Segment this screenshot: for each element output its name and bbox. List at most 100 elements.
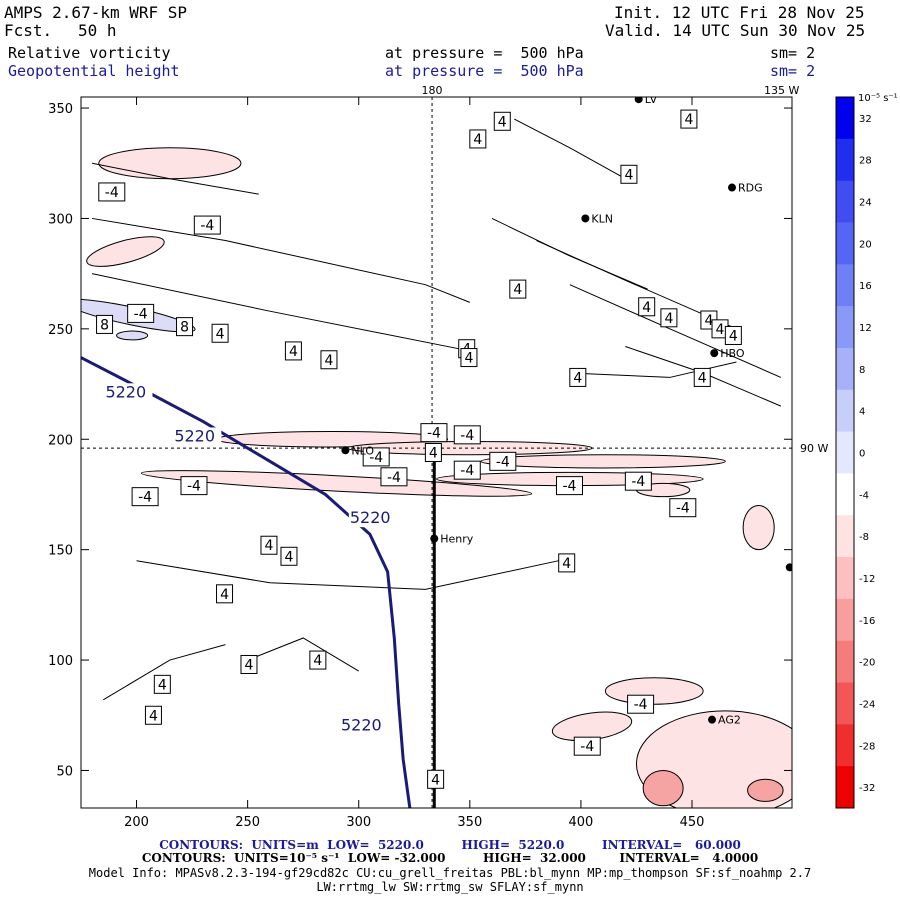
field2-smoothing: sm= 2 xyxy=(770,62,816,80)
vorticity-label-box xyxy=(424,443,442,462)
colorbar-segment xyxy=(836,264,854,307)
vorticity-label-box xyxy=(96,314,114,334)
meridian-label: 180 xyxy=(422,84,443,97)
field1-level: at pressure = 500 hPa xyxy=(385,44,584,62)
vorticity-label-box xyxy=(660,308,678,328)
vorticity-label-box xyxy=(420,423,448,443)
vorticity-contour-label: -4 xyxy=(676,501,690,517)
vorticity-contour-label: 4 xyxy=(642,300,651,316)
negative-vorticity-region xyxy=(604,677,704,705)
corner-longitude-label: 135 W xyxy=(764,84,799,97)
colorbar-segment xyxy=(836,389,854,433)
vorticity-contour-label: 4 xyxy=(624,167,633,183)
vorticity-contour-line xyxy=(247,637,359,672)
vorticity-label-box xyxy=(624,471,652,491)
colorbar-segment xyxy=(836,97,854,140)
vorticity-contour-label: -4 xyxy=(580,739,594,755)
colorbar-segment xyxy=(836,138,854,182)
colorbar-tick-label: 20 xyxy=(859,239,872,250)
station-marker xyxy=(785,563,792,572)
vorticity-contour-line xyxy=(136,560,559,590)
vorticity-label-box xyxy=(669,498,697,518)
vorticity-contour-label: 4 xyxy=(684,112,693,128)
vorticity-contour-line xyxy=(102,644,226,701)
colorbar-segment xyxy=(836,306,854,349)
height-contour-label: 5220 xyxy=(105,382,146,401)
vorticity-contour-label: 4 xyxy=(704,313,713,329)
colorbar-tick-label: -28 xyxy=(859,741,875,752)
vorticity-label-box xyxy=(493,111,511,131)
vorticity-contour-line xyxy=(92,273,470,352)
vorticity-contour-label: 4 xyxy=(562,556,571,572)
parallel-label: 90 W xyxy=(800,442,828,455)
vorticity-label-box xyxy=(509,279,527,299)
vorticity-label-box xyxy=(380,467,408,487)
station-marker xyxy=(710,349,719,358)
colorbar-segment xyxy=(836,473,854,516)
height-contour-label: 5220 xyxy=(174,426,215,445)
vorticity-contour-label: 4 xyxy=(220,587,229,603)
vorticity-contour-label: 4 xyxy=(216,326,225,342)
y-tick-label: 350 xyxy=(48,102,73,117)
vorticity-height-map: 52205220522052204444444444444-4-48-48444… xyxy=(48,84,898,830)
vorticity-label-box xyxy=(216,584,234,604)
vorticity-label-box xyxy=(453,460,481,480)
station-marker xyxy=(634,97,643,104)
station-label: HBO xyxy=(720,347,745,360)
x-tick-label: 350 xyxy=(457,815,482,830)
height-label-background xyxy=(348,509,397,528)
vorticity-label-box xyxy=(627,694,655,714)
negative-vorticity-region xyxy=(742,504,775,551)
vorticity-contour-label: -4 xyxy=(634,697,648,713)
colorbar-tick-label: -16 xyxy=(859,616,875,627)
x-tick-label: 450 xyxy=(680,815,705,830)
footer-vorticity-contours: CONTOURS: UNITS=10⁻⁵ s⁻¹ LOW= -32.000 HI… xyxy=(141,851,759,865)
vorticity-label-box xyxy=(453,425,481,445)
station-label: Henry xyxy=(440,533,474,546)
vorticity-contour-label: -4 xyxy=(631,474,645,490)
y-tick-label: 150 xyxy=(48,544,73,559)
vorticity-label-box xyxy=(280,546,298,566)
x-tick-label: 400 xyxy=(569,815,594,830)
vorticity-label-box xyxy=(469,129,487,149)
colorbar-tick-label: 28 xyxy=(859,156,872,167)
vorticity-contour-label: 4 xyxy=(431,772,440,788)
station-marker xyxy=(728,183,737,192)
vorticity-contour-label: 4 xyxy=(498,114,507,130)
vorticity-contour-label: 8 xyxy=(180,320,189,336)
vorticity-contour-label: -4 xyxy=(138,490,152,506)
vorticity-label-box xyxy=(724,325,742,345)
model-title: AMPS 2.67-km WRF SP xyxy=(4,3,188,22)
vorticity-contour-label: -4 xyxy=(187,479,201,495)
colorbar-tick-label: 12 xyxy=(859,323,872,334)
vorticity-label-box xyxy=(193,215,221,235)
colorbar-tick-label: -20 xyxy=(859,658,875,669)
station-label: NLO xyxy=(351,444,374,457)
forecast-label: Fcst. xyxy=(4,21,53,40)
vorticity-contour-label: -4 xyxy=(460,463,474,479)
negative-vorticity-region xyxy=(480,454,726,469)
station-marker xyxy=(341,446,350,455)
vorticity-label-box xyxy=(460,348,478,368)
vorticity-contour-label: 4 xyxy=(698,370,707,386)
vorticity-contour-label: -4 xyxy=(427,426,441,442)
vorticity-contour-label: 4 xyxy=(716,322,725,338)
colorbar-tick-label: -8 xyxy=(859,532,869,543)
vorticity-label-box xyxy=(320,350,338,370)
vorticity-label-box xyxy=(573,736,601,756)
colorbar-segment xyxy=(836,557,854,600)
vorticity-contour-label: 4 xyxy=(325,353,334,369)
colorbar-tick-label: 8 xyxy=(859,365,865,376)
colorbar-tick-label: -12 xyxy=(859,574,875,585)
vorticity-contour-label: 4 xyxy=(464,351,473,367)
colorbar-tick-label: 32 xyxy=(859,114,872,125)
station-label: KLN xyxy=(591,212,613,225)
y-tick-label: 250 xyxy=(48,323,73,338)
colorbar-tick-label: 24 xyxy=(859,198,872,209)
colorbar-tick-label: 4 xyxy=(859,407,865,418)
colorbar-segment xyxy=(836,222,854,265)
vorticity-contour-line xyxy=(569,361,737,378)
vorticity-label-box xyxy=(489,451,517,471)
negative-vorticity-region xyxy=(98,147,242,180)
colorbar-tick-label: -32 xyxy=(859,783,875,794)
